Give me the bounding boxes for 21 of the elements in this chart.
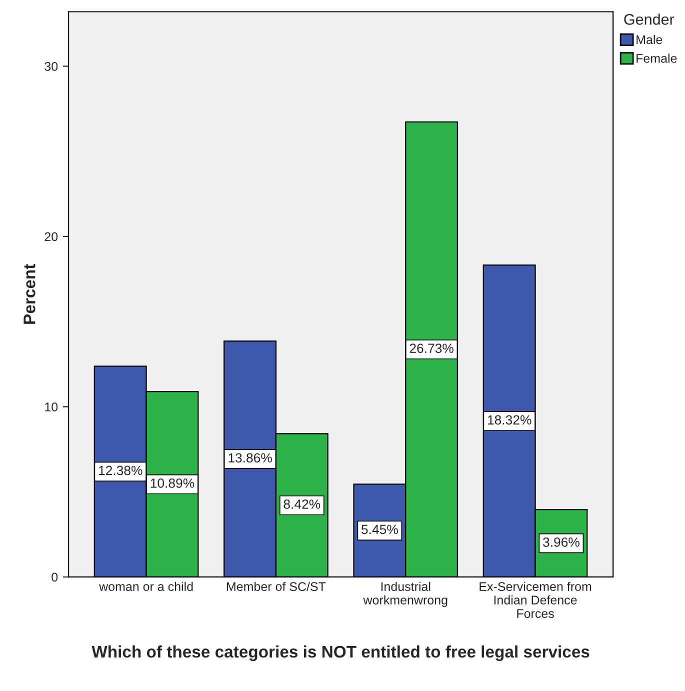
data-label: 18.32% [488, 415, 532, 425]
x-tick-label: Ex-Servicemen from Indian Defence Forces [480, 582, 592, 618]
legend-title: Gender [624, 14, 674, 25]
data-label: 12.38% [98, 466, 142, 476]
legend-label: Female [636, 54, 677, 63]
y-axis-title: Percent [24, 264, 36, 324]
y-tick-label: 20 [44, 232, 58, 242]
y-tick-label: 10 [45, 402, 58, 412]
data-label: 10.89% [150, 478, 194, 488]
y-tick-label: 30 [44, 62, 58, 71]
x-axis-title: Which of these categories is NOT entitled to free legal services [92, 645, 590, 662]
data-label: 26.73% [410, 344, 454, 353]
x-tick-label: Member of SC/ST [226, 582, 326, 592]
x-tick-label: Industrial workmenwrong [363, 582, 448, 607]
data-label: 3.96% [543, 537, 580, 547]
data-label: 8.42% [284, 500, 320, 509]
legend-label: Male [636, 34, 662, 44]
y-tick-label: 0 [52, 572, 58, 582]
data-label: 13.86% [228, 453, 272, 463]
data-label: 5.45% [362, 524, 398, 534]
x-tick-label: woman or a child [99, 582, 193, 592]
